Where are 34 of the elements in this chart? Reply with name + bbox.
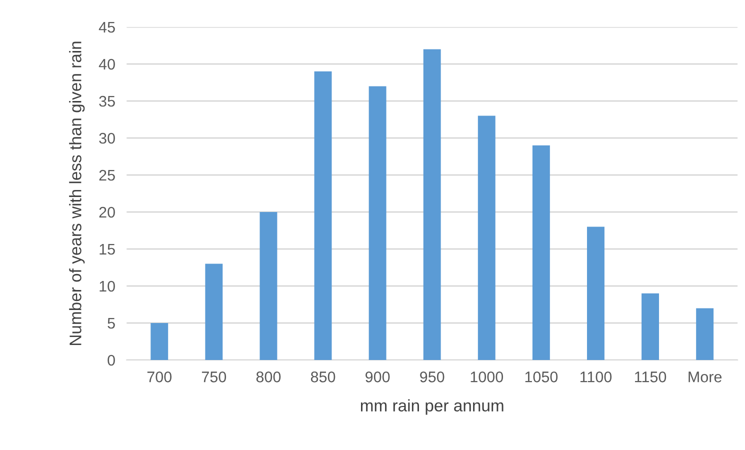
y-tick-label: 25 <box>99 170 115 181</box>
x-tick-label: 1100 <box>580 372 612 382</box>
x-tick-label: 800 <box>256 372 281 382</box>
y-tick-label: 30 <box>99 132 115 144</box>
x-tick-label: 750 <box>202 372 226 382</box>
y-tick-label: 5 <box>108 318 115 329</box>
y-tick-label: 45 <box>98 22 115 33</box>
y-tick-label: 20 <box>99 206 115 218</box>
x-axis-title: mm rain per annum <box>360 399 504 415</box>
y-tick-label: 0 <box>108 354 115 366</box>
y-tick-label: 10 <box>100 280 115 292</box>
x-tick-label: 700 <box>147 372 172 382</box>
x-tick-label: 1000 <box>470 372 504 382</box>
bar <box>587 226 604 360</box>
bar <box>642 293 660 360</box>
x-tick-label: 1150 <box>635 372 666 382</box>
x-tick-label: More <box>688 372 722 382</box>
bar <box>423 49 441 360</box>
y-tick-label: 35 <box>99 96 115 107</box>
bar <box>150 323 168 360</box>
bar <box>532 145 550 360</box>
x-tick-label: 1050 <box>525 372 558 382</box>
y-tick-label: 15 <box>100 244 115 255</box>
x-tick-label: 900 <box>366 372 390 382</box>
bar <box>696 308 714 360</box>
bar <box>314 71 332 360</box>
bar <box>478 116 496 360</box>
bar <box>260 212 278 360</box>
x-tick-label: 850 <box>310 372 336 382</box>
bar <box>205 264 223 360</box>
x-tick-label: 950 <box>420 372 444 382</box>
y-tick-label: 40 <box>98 58 115 70</box>
bar <box>368 86 386 360</box>
y-axis-title: Number of years with less than given rain <box>69 42 85 345</box>
